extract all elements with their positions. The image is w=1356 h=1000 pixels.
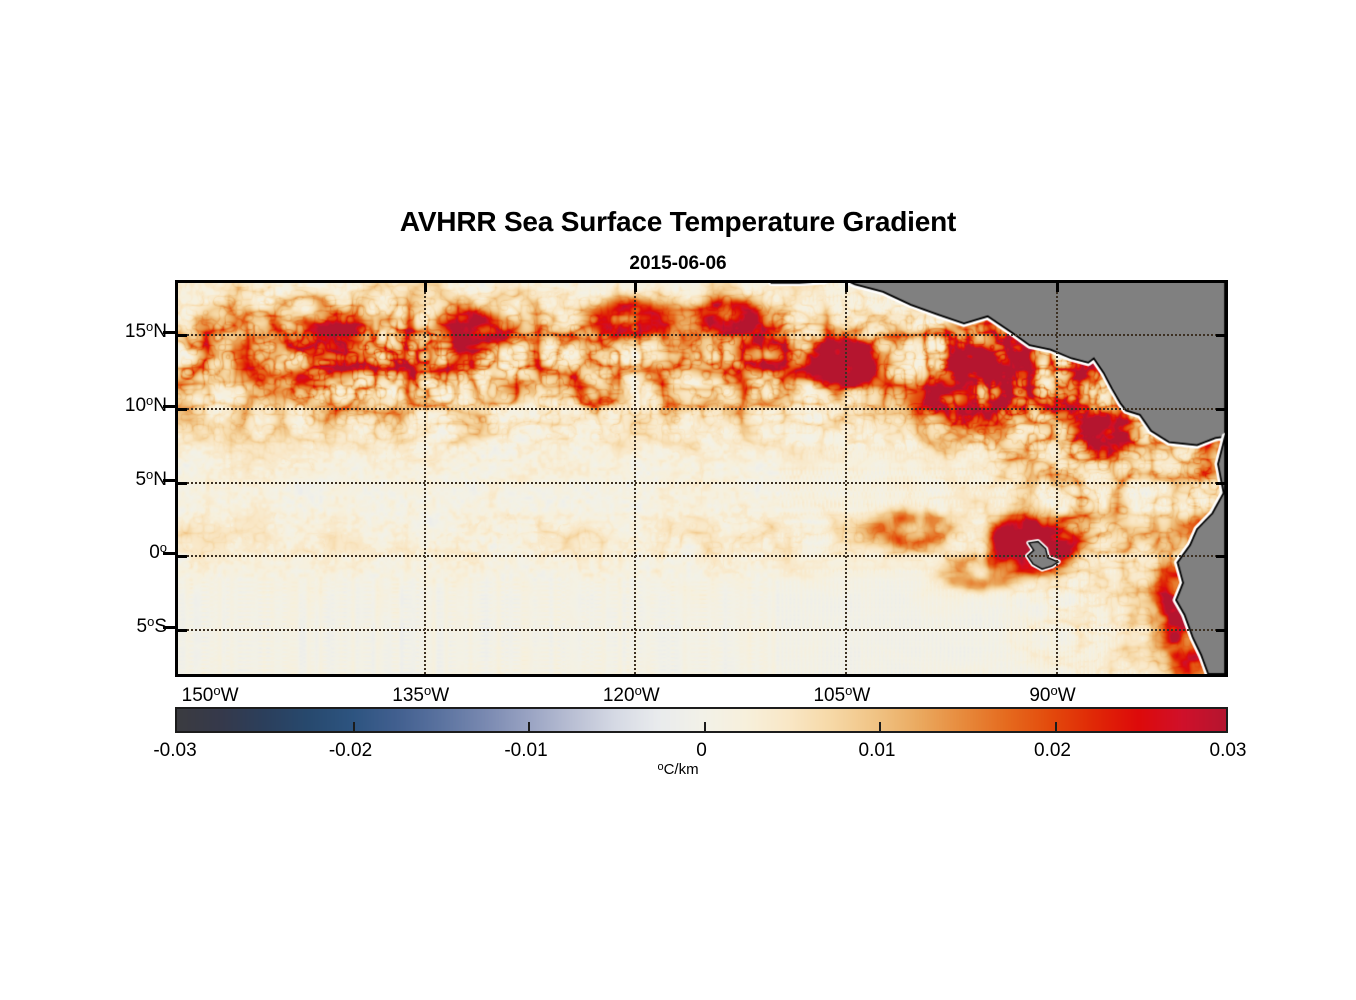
colorbar-tick: [352, 722, 355, 731]
y-axis-tick-label: 10oN: [124, 392, 167, 416]
y-axis-tick: [1216, 481, 1225, 485]
colorbar-gradient: [177, 709, 1226, 731]
x-axis-tick-label: 105oW: [813, 683, 871, 706]
colorbar-tick-label: 0.03: [1209, 740, 1247, 761]
y-axis-tick-label: 5oN: [135, 466, 167, 490]
x-axis-tick-label: 120oW: [602, 683, 660, 706]
colorbar-tick-label: 0: [696, 740, 707, 761]
colorbar-tick: [703, 722, 706, 731]
y-axis-tick: [1216, 555, 1225, 559]
colorbar-tick: [528, 722, 530, 731]
map-axes: [175, 280, 1228, 677]
y-axis-tick-outer: [163, 331, 175, 335]
colorbar-tick-label: -0.03: [153, 740, 197, 761]
colorbar-unit-label: oC/km: [657, 761, 699, 778]
colorbar-tick: [1054, 722, 1057, 731]
y-axis-tick: [1216, 407, 1225, 411]
y-axis-tick-outer: [163, 552, 175, 556]
y-axis-tick: [178, 628, 187, 632]
y-axis-tick-label: 5oS: [136, 613, 168, 637]
colorbar-tick: [879, 722, 881, 731]
sst-gradient-heatmap: [178, 283, 1225, 674]
y-axis-tick-outer: [163, 404, 175, 408]
x-axis-tick: [423, 283, 427, 292]
y-axis-tick: [178, 555, 187, 559]
x-axis-tick: [634, 283, 638, 292]
x-axis-tick-label: 150oW: [181, 683, 239, 706]
x-axis-tick: [844, 283, 848, 292]
y-axis-tick: [178, 407, 187, 411]
y-axis-tick-outer: [163, 625, 175, 629]
colorbar-tick-label: 0.01: [858, 740, 896, 761]
colorbar: [175, 707, 1228, 733]
y-axis-tick: [1216, 334, 1225, 338]
y-axis-tick: [178, 334, 187, 338]
y-axis-tick: [178, 481, 187, 485]
y-axis-tick: [1216, 628, 1225, 632]
colorbar-tick-label: -0.01: [504, 740, 548, 761]
y-axis-tick-outer: [163, 478, 175, 482]
x-axis-tick: [1055, 283, 1059, 292]
x-axis-tick-label: 90oW: [1029, 683, 1076, 706]
colorbar-tick-label: -0.02: [328, 740, 373, 761]
figure-title: AVHRR Sea Surface Temperature Gradient: [399, 206, 957, 237]
x-axis-tick-label: 135oW: [392, 683, 450, 706]
figure-subtitle: 2015-06-06: [629, 253, 727, 274]
colorbar-tick-label: 0.02: [1034, 740, 1071, 761]
y-axis-tick-label: 0o: [149, 540, 167, 564]
y-axis-tick-label: 15oN: [124, 319, 167, 343]
